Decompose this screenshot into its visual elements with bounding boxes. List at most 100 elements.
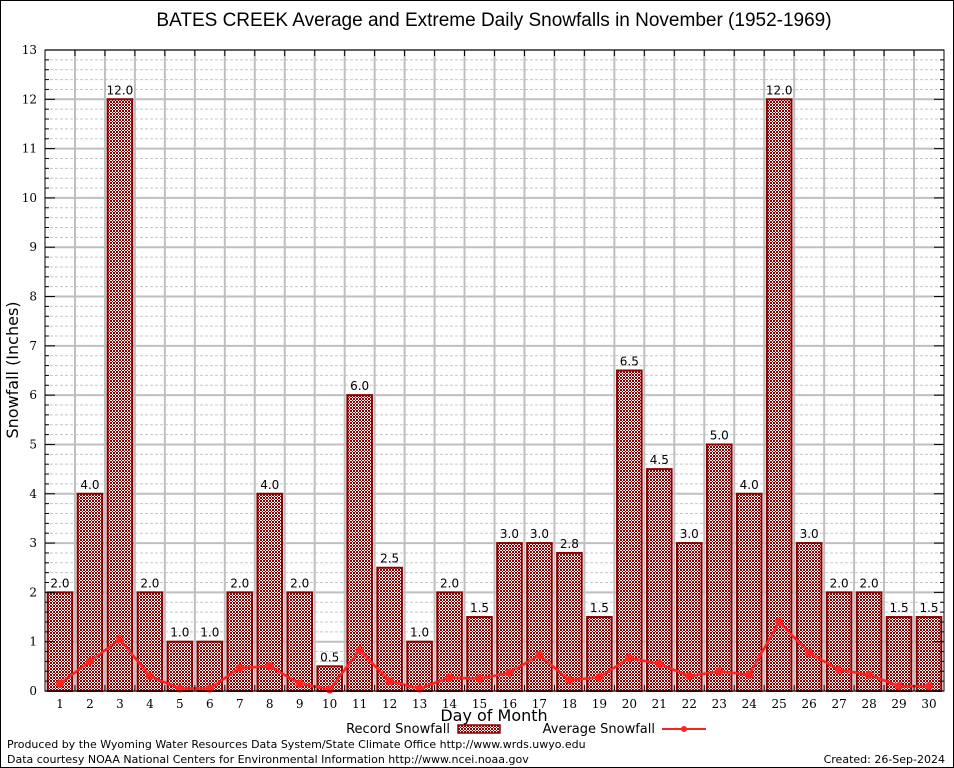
bar-day-27 bbox=[825, 591, 853, 693]
bar-label-day-2: 4.0 bbox=[80, 478, 99, 492]
bar-label-day-7: 2.0 bbox=[230, 576, 249, 590]
x-tick-label-24: 24 bbox=[742, 697, 758, 711]
axes bbox=[44, 49, 945, 692]
bar-day-13 bbox=[406, 640, 433, 693]
average-point-day-30 bbox=[925, 682, 934, 691]
average-line-path bbox=[59, 619, 930, 691]
bar-label-day-30: 1.5 bbox=[919, 601, 938, 615]
x-tick-label-13: 13 bbox=[412, 697, 427, 711]
average-point-day-10 bbox=[325, 685, 334, 694]
y-tick-label-5: 5 bbox=[29, 437, 37, 451]
x-tick-label-30: 30 bbox=[921, 697, 936, 711]
bar-label-day-10: 0.5 bbox=[320, 650, 339, 664]
average-point-day-29 bbox=[895, 682, 904, 691]
bar-label-day-22: 3.0 bbox=[680, 527, 699, 541]
bar-day-29 bbox=[885, 616, 913, 692]
line-average-snowfall bbox=[55, 617, 934, 694]
x-tick-label-7: 7 bbox=[236, 697, 244, 711]
x-tick-label-5: 5 bbox=[176, 697, 184, 711]
x-tick-labels: 1 2 3 4 5 6 7 8 9 10 11 12 13 14 15 16 17 18 19 20 21 22 23 24 2… bbox=[56, 697, 936, 711]
bar-day-23 bbox=[705, 443, 733, 693]
bar-label-day-16: 3.0 bbox=[500, 527, 519, 541]
bar-label-day-20: 6.5 bbox=[620, 355, 639, 369]
bar-day-30 bbox=[915, 616, 943, 692]
bar-label-day-11: 6.0 bbox=[350, 379, 369, 393]
legend: Record Snowfall Average Snowfall bbox=[346, 722, 706, 737]
bar-label-day-27: 2.0 bbox=[830, 576, 849, 590]
bar-label-day-15: 1.5 bbox=[470, 601, 489, 615]
average-point-day-11 bbox=[355, 646, 364, 655]
x-tick-label-2: 2 bbox=[86, 697, 94, 711]
average-point-day-3 bbox=[115, 635, 124, 644]
average-point-day-25 bbox=[775, 617, 784, 626]
x-axis-label: Day of Month bbox=[440, 706, 547, 725]
x-tick-label-17: 17 bbox=[532, 697, 547, 711]
bar-label-day-18: 2.8 bbox=[560, 537, 579, 551]
average-point-day-18 bbox=[565, 676, 574, 685]
average-point-day-24 bbox=[745, 670, 754, 679]
average-point-day-9 bbox=[295, 679, 304, 688]
x-tick-label-18: 18 bbox=[562, 697, 577, 711]
average-point-day-1 bbox=[55, 679, 64, 688]
x-tick-label-21: 21 bbox=[652, 697, 667, 711]
bar-label-day-13: 1.0 bbox=[410, 626, 429, 640]
footer-produced-by: Produced by the Wyoming Water Resources … bbox=[7, 738, 586, 751]
bar-day-9 bbox=[286, 591, 314, 693]
x-tick-label-20: 20 bbox=[622, 697, 637, 711]
average-point-day-22 bbox=[685, 672, 694, 681]
x-tick-label-28: 28 bbox=[861, 697, 876, 711]
grid bbox=[45, 49, 944, 692]
average-point-day-19 bbox=[595, 673, 604, 682]
average-point-day-16 bbox=[505, 668, 514, 677]
x-tick-label-27: 27 bbox=[831, 697, 846, 711]
x-tick-label-6: 6 bbox=[206, 697, 214, 711]
y-axis-label: Snowfall (Inches) bbox=[3, 301, 22, 438]
bar-label-day-14: 2.0 bbox=[440, 576, 459, 590]
x-tick-label-12: 12 bbox=[382, 697, 397, 711]
bar-data-labels: 2.0 4.0 12.0 2.0 1.0 1.0 2.0 4.0 2.0 0.5 6.0 2.5 1.0… bbox=[50, 83, 938, 664]
average-point-day-21 bbox=[655, 659, 664, 668]
y-tick-label-2: 2 bbox=[29, 585, 37, 599]
bar-label-day-1: 2.0 bbox=[50, 576, 69, 590]
bar-day-26 bbox=[795, 542, 823, 692]
average-point-day-12 bbox=[385, 677, 394, 686]
bar-day-5 bbox=[166, 640, 194, 693]
bar-label-day-6: 1.0 bbox=[200, 626, 219, 640]
bar-day-22 bbox=[675, 542, 703, 692]
x-tick-label-25: 25 bbox=[772, 697, 787, 711]
legend-label-record: Record Snowfall bbox=[346, 722, 450, 737]
bar-label-day-21: 4.5 bbox=[650, 453, 669, 467]
x-tick-label-8: 8 bbox=[266, 697, 274, 711]
average-point-day-14 bbox=[445, 673, 454, 682]
bar-day-17 bbox=[526, 542, 553, 692]
y-tick-label-12: 12 bbox=[22, 92, 37, 106]
footer-created-date: Created: 26-Sep-2024 bbox=[824, 753, 945, 766]
bar-day-18 bbox=[556, 551, 583, 693]
average-point-day-15 bbox=[475, 674, 484, 683]
bar-label-day-4: 2.0 bbox=[140, 576, 159, 590]
bar-label-day-17: 3.0 bbox=[530, 527, 549, 541]
bar-day-20 bbox=[616, 369, 643, 692]
x-tick-label-16: 16 bbox=[502, 697, 517, 711]
x-tick-label-19: 19 bbox=[592, 697, 607, 711]
average-point-day-28 bbox=[865, 670, 874, 679]
bar-label-day-25: 12.0 bbox=[766, 83, 793, 97]
bar-label-day-26: 3.0 bbox=[800, 527, 819, 541]
bar-day-7 bbox=[226, 591, 254, 693]
chart-title: BATES CREEK Average and Extreme Daily Sn… bbox=[156, 10, 831, 31]
average-point-day-23 bbox=[715, 667, 724, 676]
x-tick-label-11: 11 bbox=[352, 697, 367, 711]
y-tick-label-9: 9 bbox=[29, 240, 37, 254]
x-tick-label-22: 22 bbox=[682, 697, 697, 711]
y-tick-label-3: 3 bbox=[29, 536, 37, 550]
x-tick-label-23: 23 bbox=[712, 697, 727, 711]
x-tick-label-3: 3 bbox=[116, 697, 124, 711]
bar-label-day-23: 5.0 bbox=[710, 428, 729, 442]
x-tick-label-14: 14 bbox=[442, 697, 458, 711]
x-tick-label-15: 15 bbox=[472, 697, 487, 711]
x-tick-label-1: 1 bbox=[56, 697, 64, 711]
y-tick-label-1: 1 bbox=[29, 635, 37, 649]
y-tick-label-10: 10 bbox=[22, 191, 37, 205]
average-point-day-26 bbox=[805, 649, 814, 658]
